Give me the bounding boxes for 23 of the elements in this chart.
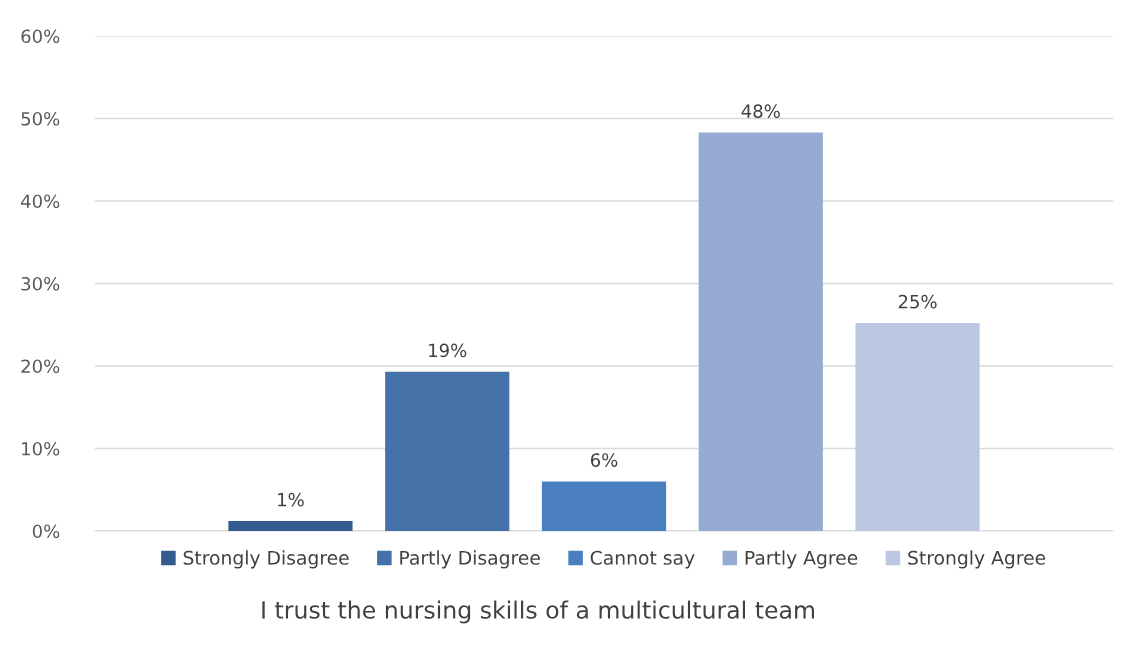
y-tick-label: 10% xyxy=(22,441,60,456)
y-tick-label: 40% xyxy=(21,194,60,209)
bar xyxy=(385,371,510,531)
legend-label: Strongly Agree xyxy=(908,550,1046,569)
legend-label: Partly Disagree xyxy=(400,550,540,569)
y-tick-label: 50% xyxy=(21,111,60,126)
legend-label: Cannot say xyxy=(590,550,695,569)
legend-label: Strongly Disagree xyxy=(183,550,349,569)
y-tick-label: 60% xyxy=(21,29,60,44)
data-label: 6% xyxy=(590,453,618,467)
legend-label: Partly Agree xyxy=(745,550,858,569)
text: I trust the nursing skills of a multicultural team xyxy=(262,600,814,624)
data-label: 25% xyxy=(898,294,937,309)
bar xyxy=(698,132,823,531)
bar xyxy=(541,481,667,531)
data-label: 1% xyxy=(278,492,304,507)
y-tick-label: 0% xyxy=(32,524,60,539)
y-tick-label: 20% xyxy=(21,359,60,374)
data-label: 19% xyxy=(429,343,467,358)
data-label: 48% xyxy=(741,104,780,118)
bar xyxy=(855,323,980,531)
y-tick-label: 30% xyxy=(21,276,60,291)
bar xyxy=(228,521,353,531)
